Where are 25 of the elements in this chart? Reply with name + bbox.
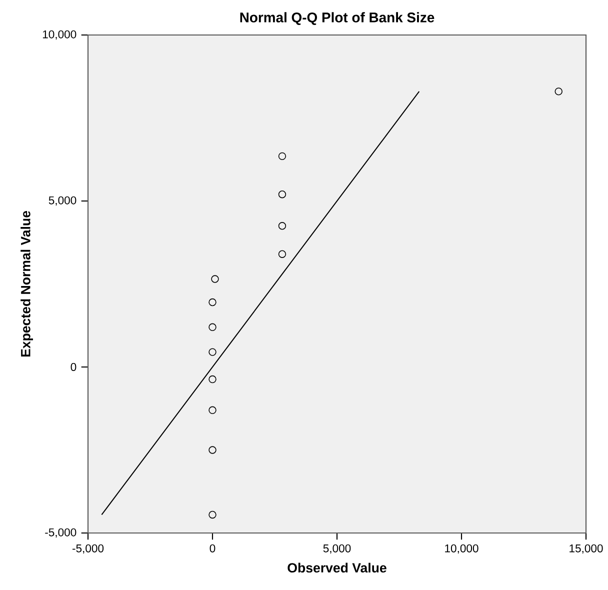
x-tick-label: 5,000 bbox=[323, 544, 351, 554]
x-tick-label: 0 bbox=[210, 544, 216, 552]
point bbox=[208, 446, 216, 454]
point bbox=[208, 348, 216, 356]
point bbox=[278, 250, 286, 258]
x-axis-title: Observed Value bbox=[288, 562, 386, 573]
point bbox=[211, 275, 219, 283]
point bbox=[208, 375, 216, 384]
point bbox=[278, 222, 286, 230]
x-tick-label: 10,000 bbox=[445, 544, 478, 554]
point bbox=[554, 88, 562, 96]
y-tick-label: -5,000 bbox=[45, 528, 76, 538]
point bbox=[278, 190, 286, 198]
x-tick-label: -5,000 bbox=[72, 544, 104, 554]
point bbox=[208, 510, 216, 519]
point bbox=[208, 298, 216, 306]
point bbox=[208, 406, 216, 414]
chart-title: Normal Q-Q Plot of Bank Size bbox=[240, 12, 434, 26]
point bbox=[278, 152, 286, 160]
x-tick-label: 15,000 bbox=[570, 544, 603, 554]
y-tick-label: 10,000 bbox=[42, 30, 76, 40]
point bbox=[208, 323, 216, 332]
y-axis-title: Expected Normal Value bbox=[20, 210, 33, 357]
y-tick-label: 0 bbox=[70, 363, 76, 371]
y-tick-label: 5,000 bbox=[48, 196, 76, 206]
